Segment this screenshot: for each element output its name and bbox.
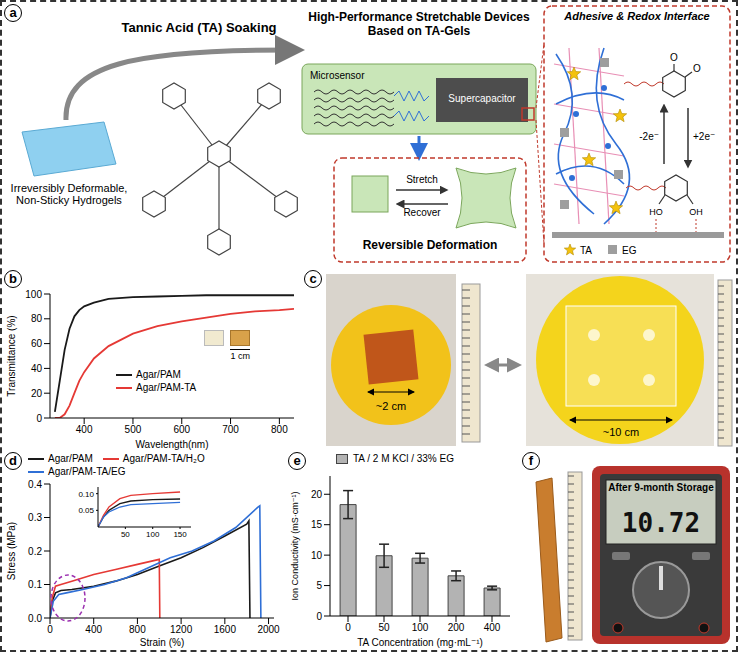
svg-text:20: 20 xyxy=(311,489,323,500)
svg-text:80: 80 xyxy=(31,313,43,324)
svg-text:50: 50 xyxy=(121,530,130,539)
svg-text:500: 500 xyxy=(125,424,142,435)
svg-text:EG: EG xyxy=(622,245,637,256)
html-text:1 cm: 1 cm xyxy=(230,351,250,361)
svg-text:O: O xyxy=(670,52,678,63)
html-text:Agar/PAM-TA/EG: Agar/PAM-TA/EG xyxy=(48,466,126,477)
svg-text:Stress (MPa): Stress (MPa) xyxy=(6,522,17,580)
svg-text:100: 100 xyxy=(25,289,42,300)
svg-text:+2e⁻: +2e⁻ xyxy=(693,131,715,142)
svg-text:2000: 2000 xyxy=(257,624,280,635)
html-text:Recover: Recover xyxy=(403,207,441,218)
html-text:Tannic Acid (TA) Soaking: Tannic Acid (TA) Soaking xyxy=(121,20,277,35)
html-text:Microsensor: Microsensor xyxy=(310,70,365,81)
html-text:After 9-month Storage: After 9-month Storage xyxy=(608,482,714,493)
svg-text:Strain (%): Strain (%) xyxy=(140,637,184,648)
svg-text:200: 200 xyxy=(448,622,465,633)
html-text:Supercapacitor: Supercapacitor xyxy=(448,93,516,104)
svg-text:TA Concentration (mg·mL⁻¹): TA Concentration (mg·mL⁻¹) xyxy=(357,637,483,648)
svg-text:0.2: 0.2 xyxy=(28,546,42,557)
html-text:a: a xyxy=(9,5,17,20)
html-text:TA / 2 M KCl / 33% EG: TA / 2 M KCl / 33% EG xyxy=(353,453,454,464)
svg-text:400: 400 xyxy=(76,424,93,435)
svg-text:1200: 1200 xyxy=(170,624,193,635)
svg-text:Wavelength(nm): Wavelength(nm) xyxy=(136,439,209,450)
svg-text:800: 800 xyxy=(129,624,146,635)
svg-text:100: 100 xyxy=(412,622,429,633)
svg-text:0.10: 0.10 xyxy=(78,490,94,499)
svg-text:1600: 1600 xyxy=(214,624,237,635)
svg-text:Transmittance (%): Transmittance (%) xyxy=(6,315,17,396)
svg-text:10: 10 xyxy=(311,550,323,561)
html-text:Agar/PAM-TA/H₂O: Agar/PAM-TA/H₂O xyxy=(122,453,205,464)
svg-text:150: 150 xyxy=(173,530,187,539)
svg-text:0.0: 0.0 xyxy=(28,613,42,624)
svg-text:0.05: 0.05 xyxy=(78,506,94,515)
svg-text:50: 50 xyxy=(378,622,390,633)
html-text:e: e xyxy=(293,453,301,468)
html-text:10.72: 10.72 xyxy=(621,508,701,538)
svg-text:0.1: 0.1 xyxy=(28,579,42,590)
html-text:Reversible Deformation: Reversible Deformation xyxy=(362,238,498,252)
svg-text:700: 700 xyxy=(222,424,239,435)
svg-text:0: 0 xyxy=(36,413,42,424)
svg-text:0.3: 0.3 xyxy=(28,512,42,523)
html-text:Agar/PAM-TA: Agar/PAM-TA xyxy=(136,382,197,393)
html-text:Irreversibly Deformable, Non-S: Irreversibly Deformable, Non-Sticky Hydr… xyxy=(10,182,128,206)
svg-text:600: 600 xyxy=(173,424,190,435)
svg-text:-2e⁻: -2e⁻ xyxy=(639,131,659,142)
html-text:Agar/PAM: Agar/PAM xyxy=(136,369,181,380)
svg-text:100: 100 xyxy=(146,530,160,539)
svg-text:400: 400 xyxy=(484,622,501,633)
svg-text:0.4: 0.4 xyxy=(28,479,42,490)
svg-text:15: 15 xyxy=(311,519,323,530)
svg-text:20: 20 xyxy=(31,388,43,399)
html-text:f: f xyxy=(528,453,534,468)
html-text:b: b xyxy=(9,271,17,286)
svg-text:Ion Conductivity (mS·cm⁻¹): Ion Conductivity (mS·cm⁻¹) xyxy=(290,492,300,601)
svg-text:OH: OH xyxy=(689,207,703,217)
svg-text:0: 0 xyxy=(345,622,351,633)
svg-text:0: 0 xyxy=(316,611,322,622)
svg-text:60: 60 xyxy=(31,338,43,349)
svg-text:0: 0 xyxy=(47,624,53,635)
html-text:Agar/PAM: Agar/PAM xyxy=(48,453,93,464)
svg-text:40: 40 xyxy=(31,363,43,374)
html-text:c: c xyxy=(309,271,317,286)
svg-text:HO: HO xyxy=(649,207,663,217)
svg-text:~10 cm: ~10 cm xyxy=(603,426,639,438)
svg-text:O: O xyxy=(693,63,701,74)
html-text:d: d xyxy=(9,453,17,468)
svg-text:5: 5 xyxy=(316,580,322,591)
html-text:Adhesive & Redox Interface: Adhesive & Redox Interface xyxy=(564,10,710,22)
html-text:High-Performance Stretchable D: High-Performance Stretchable Devices Bas… xyxy=(308,10,530,38)
html-text:Stretch: Stretch xyxy=(406,174,438,185)
svg-text:TA: TA xyxy=(580,245,592,256)
svg-text:800: 800 xyxy=(271,424,288,435)
svg-text:400: 400 xyxy=(85,624,102,635)
svg-text:~2 cm: ~2 cm xyxy=(376,400,406,412)
